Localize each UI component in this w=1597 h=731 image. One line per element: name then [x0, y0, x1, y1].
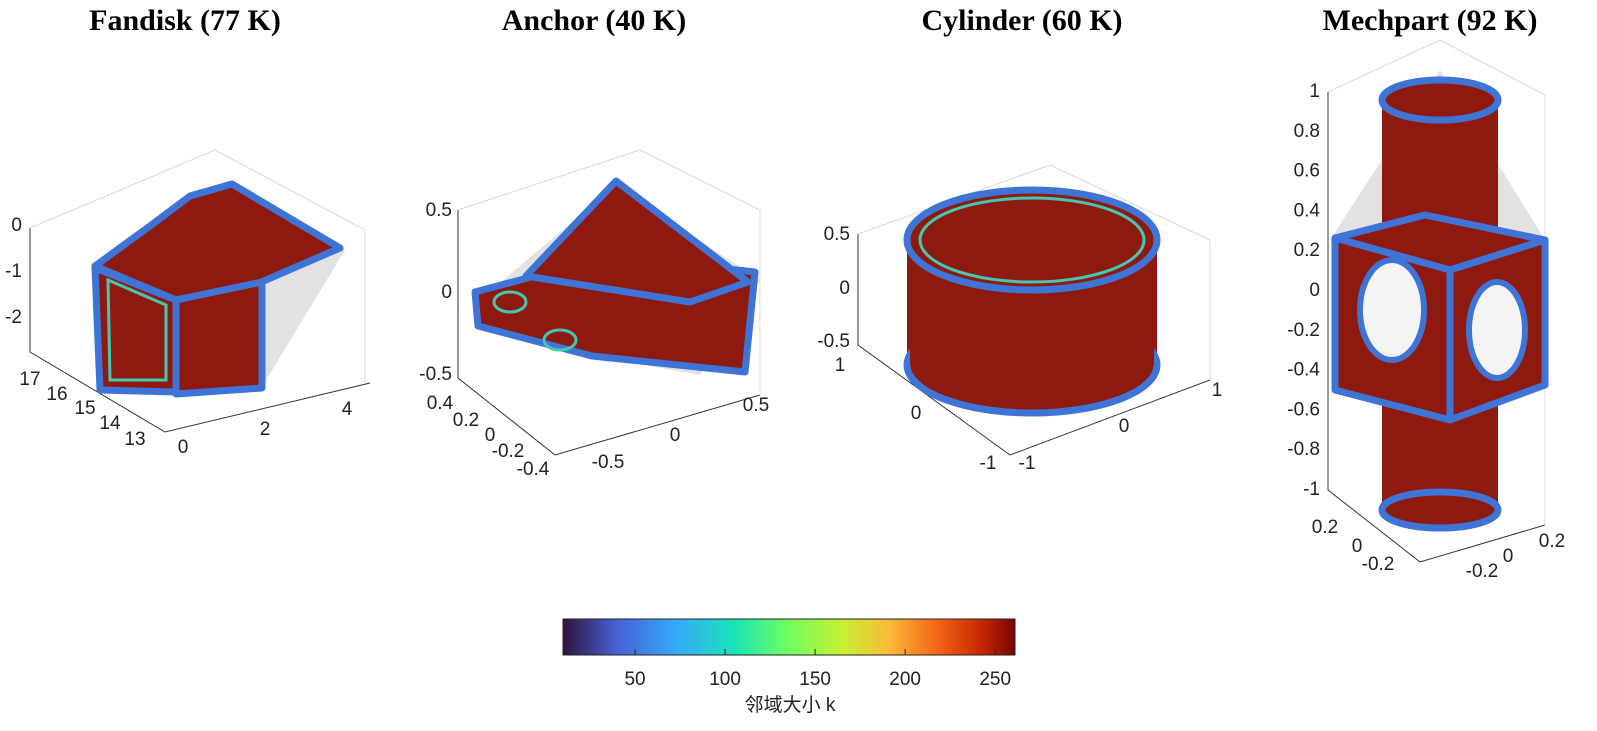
- x-tick-label: -1: [1019, 453, 1036, 474]
- mechpart-plot: [1327, 39, 1549, 563]
- colorbar-tick-label: 250: [979, 669, 1011, 690]
- colorbar: [562, 618, 1016, 656]
- y-tick-label: 13: [124, 429, 145, 450]
- y-tick-label: 1: [835, 355, 846, 376]
- y-tick-label: -1: [980, 453, 997, 474]
- x-tick-label: -0.5: [592, 452, 625, 473]
- y-tick-label: -0.4: [517, 459, 550, 480]
- z-tick-label: 0.8: [1294, 121, 1320, 142]
- x-tick-label: 0.2: [1539, 531, 1565, 552]
- y-tick-label: 16: [46, 384, 67, 405]
- z-tick-label: -0.4: [1287, 360, 1320, 381]
- panel-title: Mechpart (92 K): [1323, 4, 1538, 37]
- y-tick-label: 15: [74, 398, 95, 419]
- y-tick-label: 17: [19, 369, 40, 390]
- z-tick-label: 0.4: [1294, 200, 1321, 221]
- x-tick-label: 1: [1212, 380, 1223, 401]
- y-tick-label: 0.4: [427, 393, 454, 414]
- colorbar-tick-label: 100: [709, 669, 741, 690]
- y-tick-label: -0.2: [492, 441, 525, 462]
- y-tick-label: 0: [911, 403, 922, 424]
- z-tick-label: 0: [839, 278, 850, 299]
- y-tick-label: 0: [485, 425, 496, 446]
- panel-title: Fandisk (77 K): [89, 4, 281, 37]
- z-tick-label: -0.5: [419, 364, 452, 385]
- z-tick-label: -0.8: [1287, 439, 1320, 460]
- x-tick-label: 0: [1119, 416, 1130, 437]
- x-tick-label: 0: [670, 425, 681, 446]
- z-tick-label: -1: [5, 261, 22, 282]
- z-tick-label: 0.6: [1294, 161, 1320, 182]
- y-tick-label: 0: [1352, 536, 1363, 557]
- z-tick-label: 0: [11, 215, 22, 236]
- z-tick-label: 0: [1309, 280, 1320, 301]
- z-tick-label: 0.5: [824, 224, 850, 245]
- colorbar-label: 邻域大小 k: [745, 694, 836, 716]
- z-tick-label: -0.6: [1287, 399, 1320, 420]
- x-tick-label: 2: [260, 419, 271, 440]
- z-tick-label: -0.2: [1287, 320, 1320, 341]
- x-tick-label: -0.2: [1466, 561, 1499, 582]
- y-tick-label: 0.2: [1312, 517, 1338, 538]
- y-tick-label: 0.2: [453, 410, 479, 431]
- y-tick-label: 14: [99, 413, 121, 434]
- y-tick-label: -0.2: [1362, 554, 1395, 575]
- z-tick-label: 1: [1309, 81, 1320, 102]
- cylinder-plot: [857, 164, 1211, 456]
- z-tick-label: -2: [5, 307, 22, 328]
- fandisk-plot: [29, 149, 371, 433]
- z-tick-label: 0.2: [1294, 240, 1320, 261]
- z-tick-label: 0.5: [426, 200, 452, 221]
- x-tick-label: 0: [1503, 546, 1514, 567]
- z-tick-label: 0: [441, 282, 452, 303]
- x-tick-label: 0: [178, 437, 189, 458]
- colorbar-tick-label: 150: [799, 669, 831, 690]
- z-tick-label: -0.5: [817, 331, 850, 352]
- x-tick-label: 4: [342, 399, 353, 420]
- x-tick-label: 0.5: [743, 395, 769, 416]
- panel-title: Anchor (40 K): [502, 4, 686, 37]
- anchor-plot: [457, 149, 761, 456]
- colorbar-tick-label: 50: [624, 669, 645, 690]
- colorbar-tick-label: 200: [889, 669, 921, 690]
- panel-title: Cylinder (60 K): [921, 4, 1122, 37]
- z-tick-label: -1: [1303, 479, 1320, 500]
